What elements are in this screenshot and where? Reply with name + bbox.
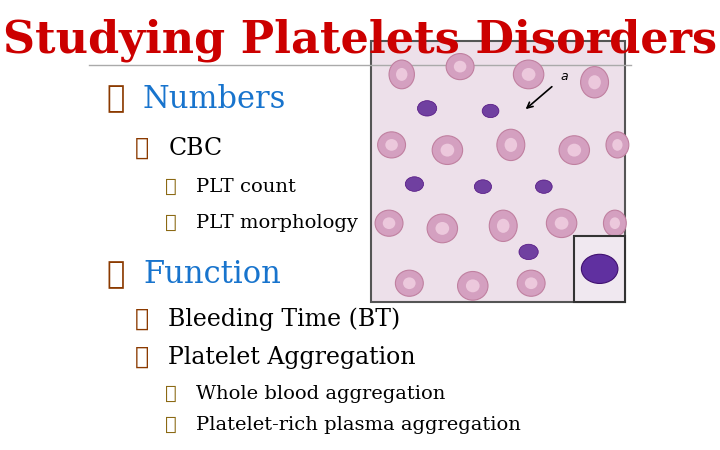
Text: Function: Function bbox=[143, 259, 281, 290]
Ellipse shape bbox=[396, 68, 408, 81]
Circle shape bbox=[418, 101, 437, 116]
Ellipse shape bbox=[522, 68, 536, 81]
Ellipse shape bbox=[377, 132, 405, 158]
Ellipse shape bbox=[554, 217, 568, 230]
Ellipse shape bbox=[603, 210, 626, 236]
Text: CBC: CBC bbox=[168, 137, 222, 160]
FancyBboxPatch shape bbox=[73, 0, 647, 450]
Ellipse shape bbox=[436, 222, 449, 235]
Ellipse shape bbox=[454, 61, 467, 72]
Text: ⚘: ⚘ bbox=[166, 385, 177, 403]
Text: ⚘: ⚘ bbox=[107, 84, 125, 114]
FancyBboxPatch shape bbox=[575, 236, 625, 302]
Ellipse shape bbox=[466, 279, 480, 292]
Ellipse shape bbox=[567, 144, 581, 157]
Ellipse shape bbox=[383, 217, 395, 229]
Text: Bleeding Time (BT): Bleeding Time (BT) bbox=[168, 308, 400, 331]
Circle shape bbox=[474, 180, 492, 194]
Circle shape bbox=[405, 177, 423, 191]
Circle shape bbox=[482, 104, 499, 117]
Ellipse shape bbox=[606, 132, 629, 158]
Text: ⚘: ⚘ bbox=[135, 346, 148, 369]
Ellipse shape bbox=[610, 217, 620, 229]
Ellipse shape bbox=[427, 214, 457, 243]
Text: ⚘: ⚘ bbox=[166, 416, 177, 434]
FancyBboxPatch shape bbox=[372, 40, 625, 302]
Text: ⚘: ⚘ bbox=[107, 259, 125, 290]
Ellipse shape bbox=[375, 210, 403, 236]
Text: PLT count: PLT count bbox=[197, 178, 297, 196]
Ellipse shape bbox=[546, 209, 577, 238]
Text: ⚘: ⚘ bbox=[135, 137, 148, 160]
Ellipse shape bbox=[559, 136, 590, 165]
Text: Whole blood aggregation: Whole blood aggregation bbox=[197, 385, 446, 403]
Ellipse shape bbox=[525, 277, 537, 289]
Ellipse shape bbox=[513, 60, 544, 89]
Ellipse shape bbox=[490, 210, 517, 242]
Ellipse shape bbox=[517, 270, 545, 296]
Ellipse shape bbox=[580, 270, 605, 296]
Text: ⚘: ⚘ bbox=[166, 178, 177, 196]
Ellipse shape bbox=[588, 75, 601, 89]
Text: ⚘: ⚘ bbox=[166, 214, 177, 232]
Ellipse shape bbox=[457, 271, 488, 300]
Ellipse shape bbox=[389, 60, 415, 89]
Ellipse shape bbox=[580, 67, 608, 98]
Ellipse shape bbox=[403, 277, 415, 289]
Ellipse shape bbox=[497, 219, 510, 233]
Ellipse shape bbox=[441, 144, 454, 157]
Text: ⚘: ⚘ bbox=[135, 308, 148, 331]
Ellipse shape bbox=[446, 54, 474, 80]
Ellipse shape bbox=[612, 139, 623, 151]
Text: PLT morphology: PLT morphology bbox=[197, 214, 359, 232]
Text: Numbers: Numbers bbox=[143, 84, 287, 114]
Circle shape bbox=[536, 180, 552, 194]
Text: Platelet Aggregation: Platelet Aggregation bbox=[168, 346, 415, 369]
Text: Platelet-rich plasma aggregation: Platelet-rich plasma aggregation bbox=[197, 416, 521, 434]
Ellipse shape bbox=[497, 129, 525, 161]
Ellipse shape bbox=[385, 139, 398, 151]
Ellipse shape bbox=[432, 136, 463, 165]
Text: Studying Platelets Disorders: Studying Platelets Disorders bbox=[3, 19, 717, 62]
Ellipse shape bbox=[505, 138, 517, 152]
Text: a: a bbox=[561, 70, 568, 83]
Circle shape bbox=[519, 244, 539, 260]
Ellipse shape bbox=[395, 270, 423, 296]
Circle shape bbox=[581, 254, 618, 284]
Ellipse shape bbox=[586, 277, 598, 289]
